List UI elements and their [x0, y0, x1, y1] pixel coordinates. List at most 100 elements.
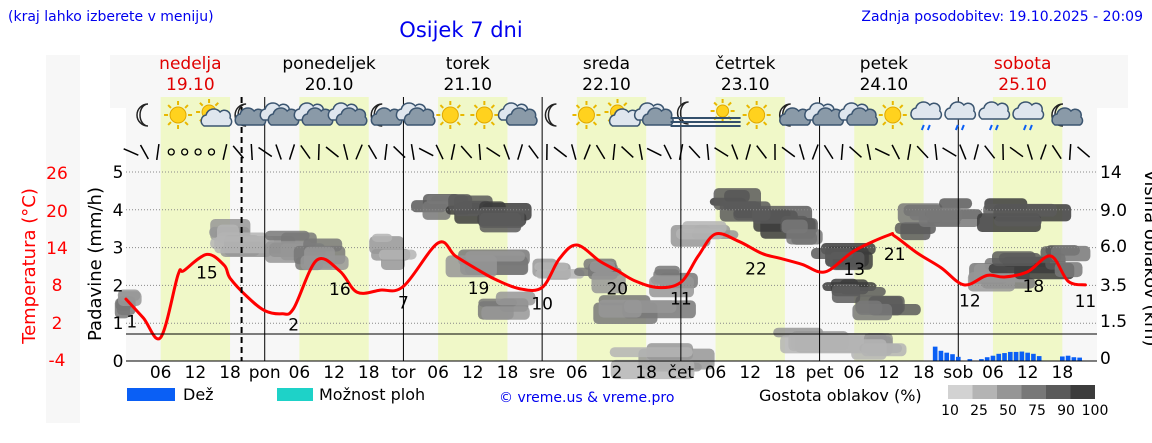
x-tick-label: 12 [878, 363, 900, 383]
cloud-patch [1050, 245, 1091, 262]
wind-barb [275, 144, 282, 160]
density-level-label: 50 [999, 403, 1017, 419]
sun-ray [592, 104, 598, 109]
sun-cloud-icon [196, 99, 233, 127]
wind-barb [706, 143, 710, 161]
moon-shape [136, 103, 149, 127]
x-axis-ticks: 06 12 18 pon 06 12 18 tor 06 12 18 sre 06 12 18 čet 06 12… [150, 363, 1073, 383]
day-name: sreda [583, 54, 630, 74]
cloud-height-axis-title: Višina oblakov (km) [1140, 169, 1152, 346]
wind-barb [250, 143, 253, 161]
rain-bar [996, 353, 1002, 361]
cloud-shape [1051, 107, 1084, 126]
sun-ray [184, 121, 189, 126]
density-swatch [997, 385, 1022, 399]
x-tick-label: 06 [566, 363, 588, 383]
rain-bar [967, 359, 973, 361]
precip-tick-label: 4 [113, 201, 124, 221]
day-name: sobota [994, 54, 1052, 74]
day-date: 22.10 [582, 75, 631, 95]
wind-barb [678, 144, 684, 160]
day-date: 19.10 [166, 75, 215, 95]
copyright-link[interactable]: © vreme.us & vreme.pro [499, 390, 674, 406]
sun-disc [441, 106, 459, 124]
x-tick-label: 06 [705, 363, 727, 383]
wind-barb [460, 145, 473, 159]
cloud-density-scale: 10 25 50 75 90 100 [941, 385, 1108, 419]
rain-drop [994, 124, 999, 131]
rain-bar [1036, 356, 1042, 361]
sun-ray [184, 104, 189, 109]
cloud-rain-icon [978, 101, 1011, 131]
x-tick-label: pon [249, 363, 281, 383]
precip-tick-label: 3 [113, 239, 124, 259]
cloud-shape [846, 107, 879, 126]
sun-ray [439, 121, 444, 126]
cloud-patch [733, 207, 771, 221]
menu-hint[interactable]: (kraj lahko izberete v meniju) [8, 9, 214, 25]
wind-barb [570, 144, 577, 160]
wind-barb [745, 144, 752, 160]
cloud-patch [265, 230, 310, 241]
sun-ray [575, 121, 581, 126]
cloud-shape [978, 101, 1011, 120]
temperature-data-label: 13 [843, 260, 865, 280]
wind-barb [258, 146, 273, 158]
temperature-data-label: 18 [1023, 277, 1045, 297]
wind-barb [288, 144, 296, 160]
x-tick-label: 18 [1052, 363, 1074, 383]
sun-ray [592, 121, 598, 126]
rain-drop [920, 124, 925, 131]
legend-rain-swatch [127, 388, 175, 401]
density-swatch [1021, 385, 1046, 399]
wind-barb [781, 146, 796, 158]
wind-barb [325, 146, 339, 158]
temperature-data-label: 11 [1075, 292, 1097, 312]
wind-barb [410, 143, 415, 161]
wind-barb [583, 144, 591, 160]
wind-barb [663, 144, 672, 160]
wind-barb [528, 145, 539, 159]
wind-barb [621, 146, 634, 158]
wind-barb [486, 147, 501, 157]
cloud-height-tick-label: 6.0 [1100, 237, 1127, 257]
wind-barb [984, 145, 996, 159]
rain-bar [1060, 356, 1065, 361]
precip-tick-label: 1 [113, 314, 124, 334]
cloud-icon [259, 102, 300, 126]
calm-wind-icon [181, 148, 189, 156]
x-tick-label: 12 [1017, 363, 1039, 383]
x-tick-label: 18 [358, 363, 380, 383]
calm-wind-icon [194, 148, 202, 156]
wind-barb [503, 144, 511, 160]
wind-barb [823, 144, 834, 160]
cloud-patch [786, 229, 823, 245]
cloud-height-tick-label: 0 [1100, 349, 1111, 369]
wind-barb [731, 144, 739, 160]
cloud-shape [403, 107, 436, 126]
density-swatch [972, 385, 997, 399]
rain-bar [1013, 351, 1019, 361]
x-tick-label: 12 [601, 363, 623, 383]
wind-barb [866, 144, 872, 160]
density-swatch [948, 385, 973, 399]
rain-bar [950, 354, 955, 361]
rain-bar [1065, 355, 1071, 361]
wind-barb [300, 145, 311, 159]
cloud-patch [610, 359, 695, 380]
density-level-label: 25 [970, 403, 988, 419]
wind-barb [849, 146, 862, 158]
temp-tick-label: 14 [46, 239, 68, 259]
sun-ray [763, 104, 768, 109]
temp-axis-title: Temperatura (°C) [19, 188, 40, 345]
rain-drop [960, 124, 965, 131]
cloud-patch [591, 272, 626, 294]
cloud-height-tick-label: 1.5 [1100, 312, 1127, 332]
sun-disc [169, 106, 187, 124]
sun-ray [199, 102, 204, 107]
cloud-patch [609, 347, 693, 358]
wind-barb [367, 144, 378, 160]
cloud-patch [918, 209, 980, 227]
cloud-patch [939, 198, 973, 209]
density-swatch [1046, 385, 1071, 399]
